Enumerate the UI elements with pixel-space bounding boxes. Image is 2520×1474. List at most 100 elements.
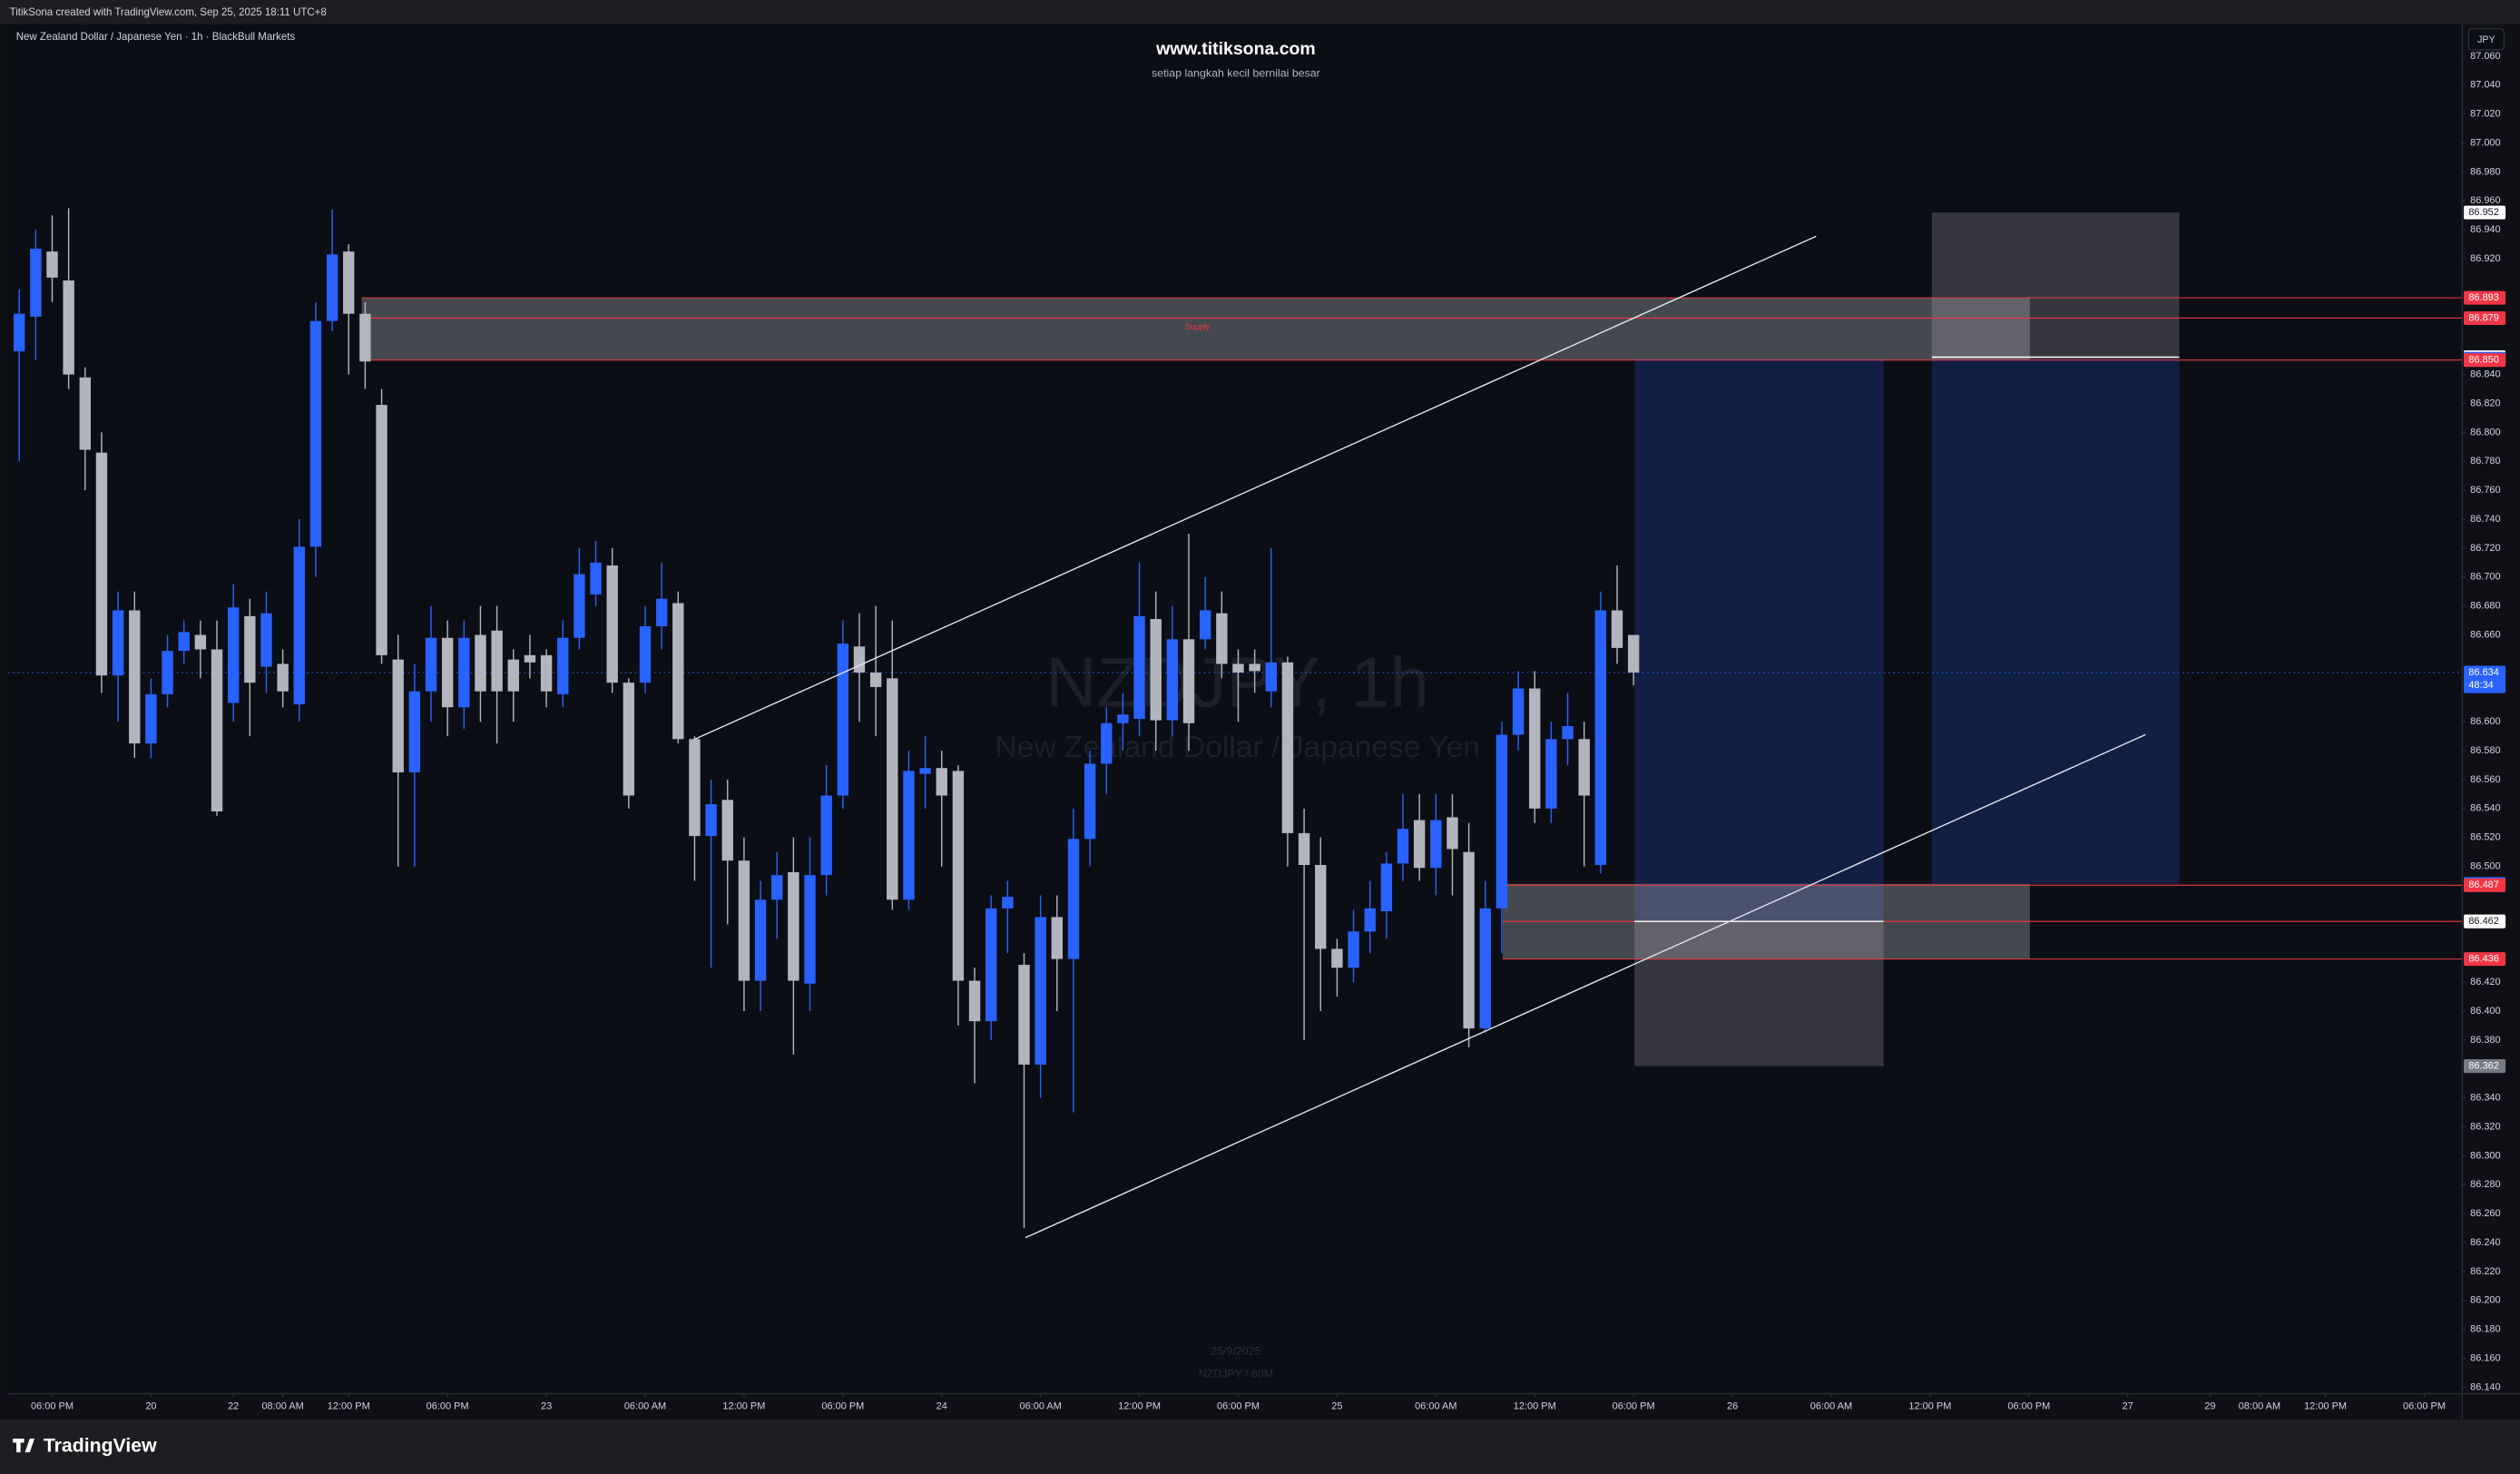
y-tick-label: 86.700 — [2470, 572, 2501, 583]
candle-body — [14, 313, 25, 352]
candle-body — [30, 248, 42, 317]
candle-body — [1529, 688, 1541, 809]
candle-body — [1249, 663, 1260, 672]
x-tick-label: 12:00 PM — [1514, 1401, 1556, 1412]
price-marker-label: 86.893 — [2468, 292, 2499, 303]
candle-body — [1348, 931, 1359, 968]
price-marker — [2464, 310, 2506, 325]
x-tick-label: 06:00 PM — [2403, 1401, 2446, 1412]
candle-body — [507, 659, 519, 692]
y-tick-label: 86.740 — [2470, 514, 2501, 525]
y-tick-label: 86.780 — [2470, 456, 2501, 467]
candle-body — [1051, 917, 1064, 959]
position-body — [1931, 359, 2180, 884]
currency-box — [2467, 28, 2505, 51]
price-marker-label: 86.436 — [2468, 954, 2499, 965]
candle-body — [804, 875, 816, 984]
candle-body — [1133, 615, 1145, 720]
y-tick-label: 86.840 — [2470, 369, 2501, 380]
candles — [14, 208, 1640, 1229]
price-marker — [2464, 205, 2506, 220]
y-tick-label: 86.240 — [2470, 1237, 2501, 1248]
candle-body — [1067, 839, 1080, 959]
candle-body — [869, 672, 882, 687]
candle-body — [639, 625, 652, 683]
y-tick-label: 86.380 — [2470, 1035, 2501, 1046]
candle-body — [771, 875, 783, 900]
candle-body — [244, 615, 256, 683]
candle-body — [721, 800, 733, 861]
price-marker-label: 86.879 — [2468, 312, 2499, 323]
candle-body — [1150, 619, 1162, 721]
y-tick-label: 86.420 — [2470, 977, 2501, 988]
x-tick-label: 23 — [541, 1401, 552, 1412]
candle-body — [788, 871, 799, 981]
candle-body — [1446, 817, 1458, 850]
candle-body — [1117, 714, 1129, 723]
candle-body — [1545, 739, 1557, 809]
x-tick-label: 27 — [2123, 1401, 2133, 1412]
x-tick-label: 20 — [145, 1401, 156, 1412]
candle-body — [46, 251, 58, 278]
x-tick-label: 06:00 PM — [1613, 1401, 1655, 1412]
price-marker — [2464, 952, 2506, 967]
candle-body — [1627, 634, 1640, 673]
price-marker-label: 86.634 — [2468, 667, 2499, 678]
candle-body — [985, 908, 997, 1022]
candle-body — [309, 320, 322, 547]
y-tick-label: 86.760 — [2470, 485, 2501, 496]
price-marker — [2464, 290, 2506, 305]
site: www.titiksona.com — [1155, 39, 1316, 59]
y-tick-label: 86.940 — [2470, 224, 2501, 235]
candle-body — [820, 795, 832, 876]
x-tick-label: 24 — [936, 1401, 947, 1412]
watermark-date: 25/9/2025 — [1211, 1345, 1260, 1358]
price-marker-label: 86.462 — [2468, 916, 2499, 927]
price-marker — [2464, 914, 2506, 929]
y-tick-label: 86.160 — [2470, 1352, 2501, 1363]
x-tick-label: 06:00 PM — [2007, 1401, 2050, 1412]
y-tick-label: 87.060 — [2470, 51, 2501, 62]
candle-body — [606, 565, 618, 683]
price-marker-label: 86.362 — [2468, 1060, 2499, 1071]
candle-body — [475, 634, 486, 692]
watermark-symbol: NZDJPY, 1h — [1045, 643, 1429, 722]
y-tick-label: 86.220 — [2470, 1266, 2501, 1277]
y-tick-label: 87.000 — [2470, 137, 2501, 148]
x-tick-label: 12:00 PM — [328, 1401, 370, 1412]
y-tick-label: 86.560 — [2470, 774, 2501, 785]
candle-body — [178, 632, 190, 652]
symbol-title: New Zealand Dollar / Japanese Yen · 1h ·… — [16, 32, 296, 43]
candle-body — [458, 637, 470, 708]
x-tick-label: 06:00 AM — [1019, 1401, 1061, 1412]
candle-body — [343, 251, 355, 314]
candle-body — [1084, 763, 1096, 840]
candle-body — [79, 377, 92, 450]
candle-body — [1298, 832, 1310, 866]
x-tick-label: 26 — [1727, 1401, 1738, 1412]
x-tick-label: 06:00 AM — [1415, 1401, 1456, 1412]
candle-body — [557, 637, 569, 694]
candle-body — [129, 610, 141, 744]
price-marker-label: 86.487 — [2468, 879, 2499, 890]
candle-body — [211, 649, 223, 812]
candle-body — [194, 634, 207, 650]
y-tick-label: 86.680 — [2470, 601, 2501, 612]
x-tick-label: 29 — [2204, 1401, 2215, 1412]
tagline: setiap langkah kecil bernilai besar — [1152, 67, 1320, 80]
trend-line — [693, 235, 1817, 741]
y-tick-label: 86.660 — [2470, 629, 2501, 640]
price-marker — [2464, 353, 2506, 368]
x-tick-label: 06:00 PM — [427, 1401, 469, 1412]
candle-body — [837, 644, 849, 796]
watermark-interval: NZDJPY / 60M — [1199, 1367, 1273, 1380]
candle-body — [425, 637, 437, 692]
x-tick-label: 12:00 PM — [2304, 1401, 2347, 1412]
y-tick-label: 86.180 — [2470, 1324, 2501, 1335]
y-tick-label: 86.200 — [2470, 1295, 2501, 1306]
candle-body — [112, 610, 124, 676]
candle-body — [903, 771, 915, 900]
candle-body — [919, 768, 931, 774]
candle-body — [1397, 829, 1409, 864]
